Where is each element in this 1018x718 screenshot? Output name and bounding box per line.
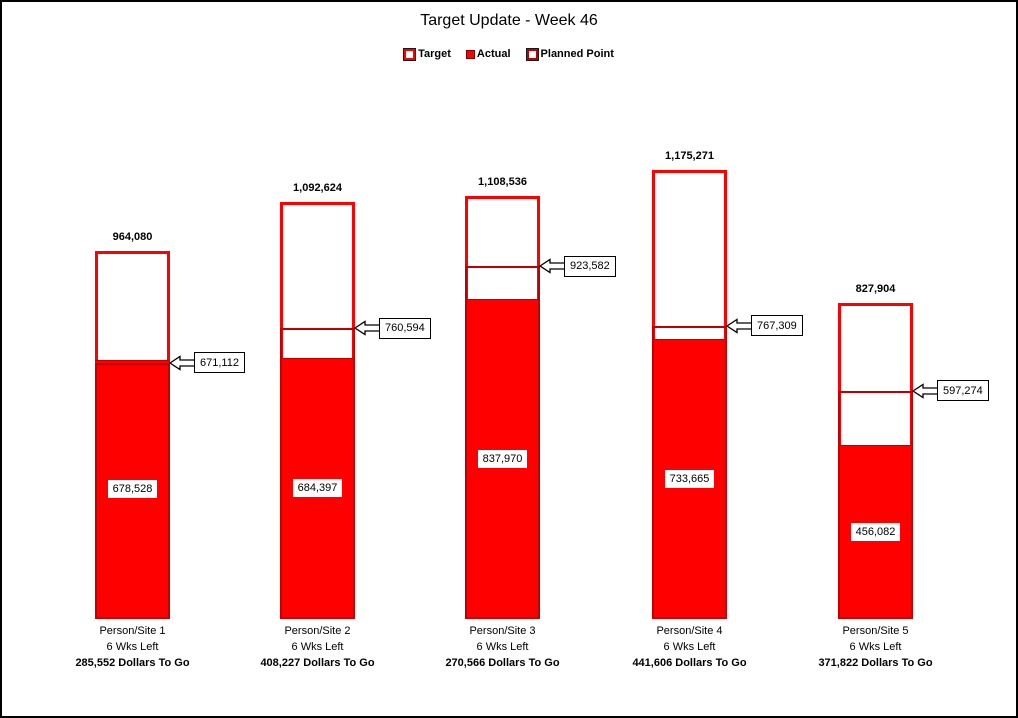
planned-point-line	[652, 325, 727, 619]
dollars-to-go-label: 408,227 Dollars To Go	[260, 657, 375, 669]
dollars-to-go-label: 441,606 Dollars To Go	[632, 657, 747, 669]
weeks-left-label: 6 Wks Left	[291, 641, 344, 653]
actual-value-chip: 456,082	[850, 522, 901, 541]
category-label: Person/Site 2	[284, 625, 351, 637]
chart-title: Target Update - Week 46	[420, 12, 598, 29]
legend-item-actual: Actual	[466, 48, 511, 60]
weeks-left-label: 6 Wks Left	[663, 641, 716, 653]
target-value-label: 1,092,624	[293, 181, 342, 194]
planned-point-line	[95, 362, 170, 619]
callout-arrow-icon	[169, 354, 196, 372]
actual-value-wrap: 684,397	[280, 478, 355, 498]
legend-label-planned: Planned Point	[540, 48, 614, 60]
category-block: Person/Site 1 6 Wks Left 285,552 Dollars T…	[43, 623, 222, 671]
dollars-to-go-label: 285,552 Dollars To Go	[75, 657, 190, 669]
target-value-label: 827,904	[855, 282, 896, 295]
planned-value-box: 767,309	[751, 315, 803, 337]
category-label: Person/Site 3	[469, 625, 536, 637]
actual-value-wrap: 456,082	[838, 522, 913, 541]
category-label: Person/Site 5	[842, 625, 909, 637]
planned-swatch-icon	[526, 48, 538, 60]
actual-value-wrap: 733,665	[652, 469, 727, 488]
legend-label-target: Target	[418, 48, 451, 60]
legend-label-actual: Actual	[476, 48, 511, 60]
actual-value-chip: 684,397	[292, 479, 343, 498]
callout-arrow-icon	[354, 319, 381, 337]
planned-value-box: 597,274	[937, 380, 989, 402]
planned-callout: 767,309	[726, 315, 803, 337]
callout-arrow-icon	[539, 257, 566, 275]
planned-point-line	[280, 328, 355, 619]
category-block: Person/Site 4 6 Wks Left 441,606 Dollars T…	[600, 623, 779, 671]
planned-callout: 760,594	[354, 317, 431, 339]
actual-value-chip: 678,528	[107, 480, 158, 499]
category-label: Person/Site 1	[99, 625, 166, 637]
planned-callout: 671,112	[169, 352, 245, 374]
planned-value-box: 671,112	[194, 352, 245, 374]
legend-item-target: Target	[404, 48, 451, 60]
planned-callout: 597,274	[912, 380, 989, 402]
actual-swatch-icon	[466, 50, 474, 58]
legend: Target Actual Planned Point	[2, 48, 1016, 60]
actual-value-wrap: 837,970	[465, 449, 540, 468]
category-block: Person/Site 5 6 Wks Left 371,822 Dollars T…	[786, 623, 965, 671]
actual-value-chip: 837,970	[477, 449, 528, 468]
category-block: Person/Site 2 6 Wks Left 408,227 Dollars T…	[228, 623, 407, 671]
dollars-to-go-label: 270,566 Dollars To Go	[445, 657, 560, 669]
actual-value-wrap: 678,528	[95, 479, 170, 499]
callout-arrow-icon	[912, 382, 939, 400]
target-value-label: 1,175,271	[665, 150, 714, 163]
actual-value-chip: 733,665	[664, 469, 715, 488]
category-block: Person/Site 3 6 Wks Left 270,566 Dollars T…	[413, 623, 592, 671]
planned-callout: 923,582	[539, 255, 616, 277]
dollars-to-go-label: 371,822 Dollars To Go	[818, 657, 933, 669]
planned-value-box: 760,594	[379, 317, 431, 339]
weeks-left-label: 6 Wks Left	[106, 641, 159, 653]
planned-point-line	[838, 390, 913, 619]
planned-point-line	[465, 266, 540, 619]
target-swatch-icon	[404, 48, 416, 60]
callout-arrow-icon	[726, 317, 753, 335]
target-value-label: 1,108,536	[478, 175, 527, 188]
target-value-label: 964,080	[112, 230, 153, 243]
category-label: Person/Site 4	[656, 625, 723, 637]
planned-value-box: 923,582	[564, 255, 616, 277]
weeks-left-label: 6 Wks Left	[849, 641, 902, 653]
weeks-left-label: 6 Wks Left	[476, 641, 529, 653]
legend-item-planned: Planned Point	[526, 48, 614, 60]
